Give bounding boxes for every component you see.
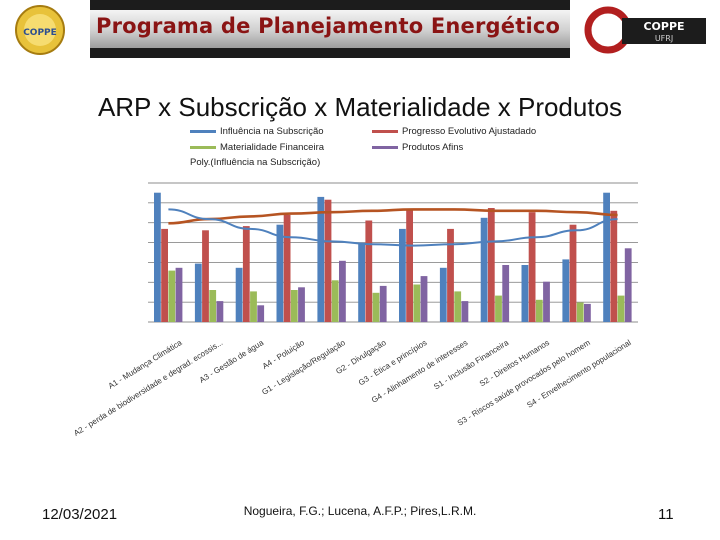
bar-influencia-1 [154, 192, 161, 322]
bar-progresso-6 [365, 220, 373, 322]
category-label-7: G3 - Ética e princípios [357, 338, 429, 387]
bar-produtos-2 [216, 301, 224, 322]
bar-progresso-4 [283, 215, 291, 322]
bar-progresso-3 [242, 226, 250, 322]
svg-text:COPPE: COPPE [23, 28, 57, 38]
bar-influencia-5 [317, 196, 325, 322]
bar-materialidade-11 [576, 302, 584, 322]
legend-swatch-produtos [372, 145, 398, 149]
legend-swatch-influencia [190, 129, 216, 133]
category-label-1: A1 - Mudança Climática [107, 338, 184, 391]
bar-materialidade-8 [454, 291, 462, 322]
legend-label-materialidade: Materialidade Financeira [220, 142, 325, 153]
bar-produtos-7 [420, 276, 428, 322]
chart-gridlines [148, 182, 638, 323]
ufrj-coppe-logo: COPPE [15, 5, 65, 55]
bar-produtos-5 [339, 260, 346, 322]
slide-title: ARP x Subscrição x Materialidade x Produ… [97, 92, 623, 122]
bar-produtos-3 [257, 305, 265, 322]
chart-bars [154, 192, 632, 323]
bar-progresso-9 [487, 208, 495, 322]
bar-materialidade-2 [209, 290, 217, 322]
bar-produtos-4 [298, 287, 305, 323]
svg-text:COPPE: COPPE [643, 20, 684, 33]
bar-progresso-12 [610, 210, 618, 322]
legend-label-produtos: Produtos Afins [402, 142, 464, 153]
bar-materialidade-6 [372, 292, 380, 322]
legend-label-progresso: Progresso Evolutivo Ajustadado [402, 126, 537, 137]
bar-produtos-11 [584, 303, 591, 322]
header-banner: COPPE Programa de Planejamento Energétic… [0, 0, 720, 62]
legend-produtos: Produtos Afins [372, 142, 463, 153]
bar-influencia-12 [603, 192, 610, 322]
legend-materialidade: Materialidade Financeira [190, 142, 324, 153]
program-title: Programa de Planejamento Energético [96, 14, 561, 38]
chart-lines [168, 208, 618, 247]
bar-progresso-8 [447, 228, 454, 322]
line-progresso-trend [168, 208, 618, 225]
bar-influencia-11 [562, 259, 570, 322]
bar-materialidade-7 [413, 284, 421, 322]
bar-materialidade-1 [168, 270, 176, 322]
category-label-2: A2 - perda de biodiversidade e degrad. e… [72, 338, 224, 438]
bar-produtos-12 [624, 248, 632, 322]
bar-influencia-7 [399, 228, 406, 322]
bar-progresso-5 [324, 199, 332, 322]
bar-influencia-9 [480, 217, 488, 323]
bar-materialidade-3 [250, 291, 257, 322]
bar-produtos-8 [461, 301, 469, 322]
bar-influencia-3 [235, 267, 243, 322]
slide-authors: Nogueira, F.G.; Lucena, A.F.P.; Pires,L.… [243, 504, 477, 518]
coppe-ufrj-logo: COPPE UFRJ [582, 2, 708, 58]
bar-progresso-7 [406, 209, 413, 322]
bar-influencia-8 [439, 267, 447, 322]
category-label-9: S1 - Inclusão Financeira [432, 338, 510, 392]
bar-influencia-6 [358, 242, 365, 322]
bar-materialidade-9 [495, 295, 502, 322]
bar-influencia-2 [194, 263, 202, 322]
bar-progresso-10 [528, 212, 536, 322]
bar-produtos-10 [543, 281, 550, 322]
bar-materialidade-10 [535, 299, 543, 322]
bar-influencia-10 [521, 265, 529, 322]
legend-progresso: Progresso Evolutivo Ajustadado [372, 126, 536, 137]
bar-progresso-1 [161, 228, 168, 322]
bar-produtos-6 [379, 285, 387, 322]
legend-influencia: Influência na Subscrição [190, 126, 324, 137]
program-title-bar: Programa de Planejamento Energético [90, 0, 570, 58]
legend-swatch-progresso [372, 129, 398, 133]
bar-produtos-9 [502, 265, 510, 322]
bar-produtos-1 [175, 267, 183, 322]
slide-page-number: 11 [658, 506, 674, 523]
bar-influencia-4 [276, 224, 284, 322]
bar-progresso-11 [569, 224, 577, 322]
slide-date: 12/03/2021 [42, 506, 118, 523]
bar-materialidade-12 [617, 295, 625, 322]
legend-poly: Poly.(Influência na Subscrição) [190, 157, 320, 168]
legend-swatch-materialidade [190, 145, 216, 149]
bar-materialidade-5 [331, 280, 339, 322]
line-poly-influencia [168, 208, 618, 247]
bar-progresso-2 [202, 230, 209, 322]
category-label-10: S2 - Direitos Humanos [478, 338, 551, 388]
svg-text:UFRJ: UFRJ [655, 34, 673, 43]
bar-materialidade-4 [290, 290, 298, 322]
legend-label-influencia: Influência na Subscrição [220, 126, 324, 137]
legend-label-poly: Poly.(Influência na Subscrição) [190, 157, 321, 168]
